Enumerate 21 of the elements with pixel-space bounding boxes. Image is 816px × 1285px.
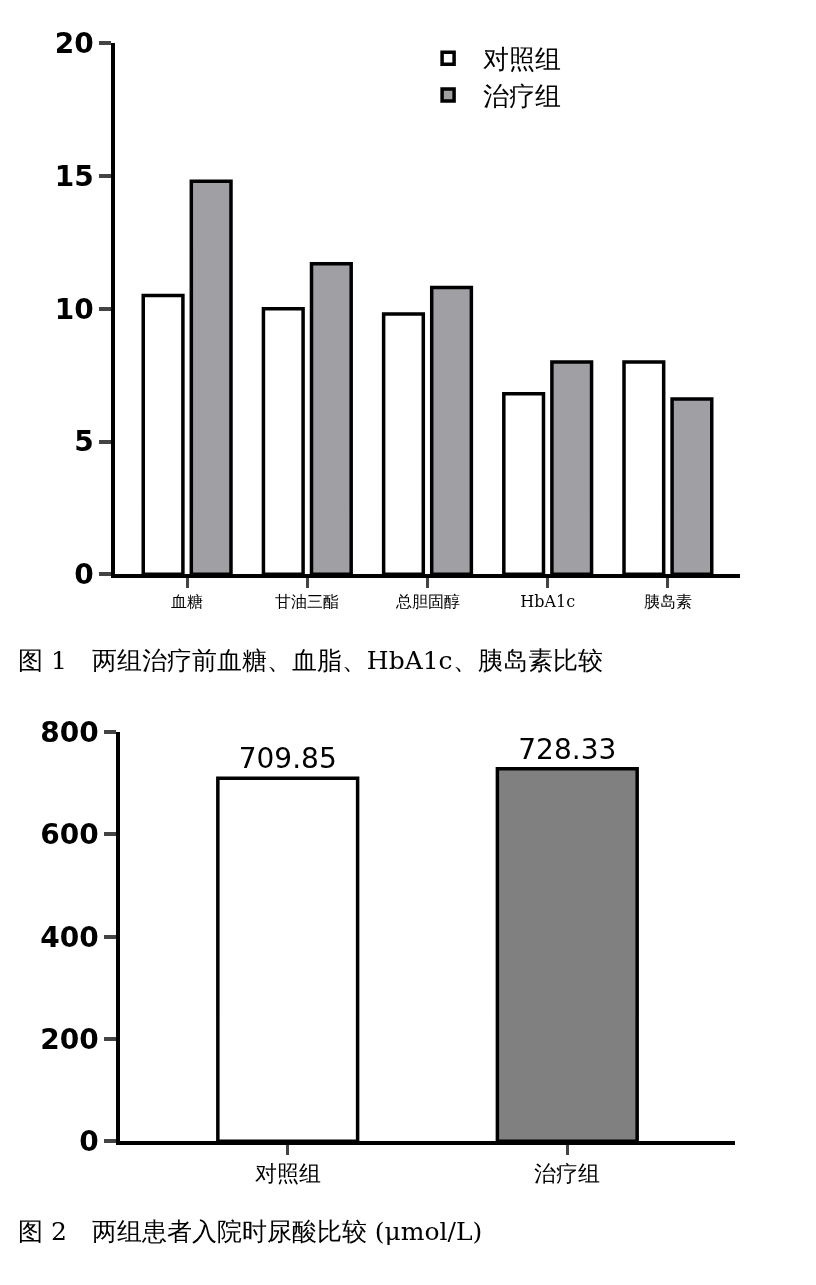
- legend-label: 治疗组: [483, 81, 562, 112]
- x-tick-label: 甘油三酯: [275, 592, 340, 612]
- y-tick-label: 400: [40, 920, 99, 954]
- x-tick-label: 胰岛素: [643, 592, 692, 612]
- legend-label: 对照组: [483, 44, 562, 75]
- y-tick-label: 10: [54, 292, 94, 326]
- caption: 图 1 两组治疗前血糖、血脂、HbA1c、胰岛素比较: [18, 646, 603, 675]
- caption: 图 2 两组患者入院时尿酸比较 (μmol/L): [18, 1217, 483, 1246]
- x-tick-label: HbA1c: [520, 592, 576, 612]
- data-label: 709.85: [238, 742, 337, 776]
- y-tick-label: 20: [54, 27, 94, 61]
- y-tick-label: 600: [40, 818, 99, 852]
- y-tick-label: 800: [40, 715, 99, 749]
- y-tick-label: 5: [74, 425, 94, 459]
- data-label: 728.33: [518, 732, 617, 766]
- y-tick-label: 0: [74, 558, 94, 592]
- x-tick-label: 血糖: [171, 592, 204, 612]
- y-tick-label: 15: [54, 159, 94, 193]
- y-tick-label: 0: [79, 1125, 99, 1159]
- y-tick-label: 200: [40, 1022, 99, 1056]
- x-tick-label: 总胆固醇: [394, 592, 460, 612]
